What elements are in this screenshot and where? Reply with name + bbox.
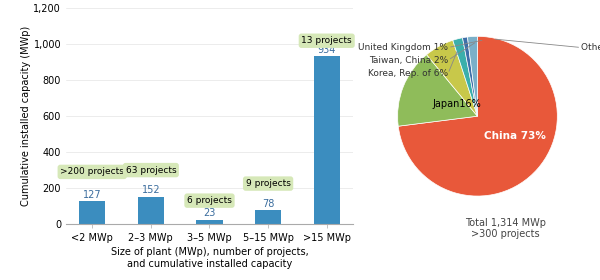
Bar [314, 56, 340, 224]
Text: Taiwan, China 2%: Taiwan, China 2% [368, 56, 448, 65]
Text: 152: 152 [142, 185, 160, 195]
Text: 78: 78 [262, 199, 274, 209]
Wedge shape [427, 40, 478, 116]
Text: Japan16%: Japan16% [432, 99, 481, 109]
Text: 934: 934 [317, 45, 336, 55]
Wedge shape [398, 55, 478, 126]
Text: 23: 23 [203, 208, 215, 218]
Text: United Kingdom 1%: United Kingdom 1% [358, 43, 448, 52]
Text: 6 projects: 6 projects [187, 196, 232, 205]
Text: Total 1,314 MWp
>300 projects: Total 1,314 MWp >300 projects [465, 218, 546, 239]
Bar [79, 201, 106, 224]
X-axis label: Size of plant (MWp), number of projects,
and cumulative installed capacity: Size of plant (MWp), number of projects,… [110, 247, 308, 269]
Bar [196, 220, 223, 224]
Wedge shape [463, 37, 478, 116]
Text: >200 projects: >200 projects [60, 167, 124, 176]
Text: Korea, Rep. of 6%: Korea, Rep. of 6% [368, 69, 448, 78]
Text: China 73%: China 73% [484, 131, 547, 141]
Bar [255, 210, 281, 224]
Text: 127: 127 [83, 190, 101, 200]
Text: 9 projects: 9 projects [245, 179, 290, 188]
Y-axis label: Cumulative installed capacity (MWp): Cumulative installed capacity (MWp) [20, 26, 31, 206]
Wedge shape [398, 36, 557, 196]
Text: 13 projects: 13 projects [301, 36, 352, 45]
Bar [137, 197, 164, 224]
Wedge shape [467, 36, 478, 116]
Wedge shape [453, 38, 478, 116]
Text: Other 2%: Other 2% [581, 43, 600, 52]
Text: 63 projects: 63 projects [125, 165, 176, 175]
